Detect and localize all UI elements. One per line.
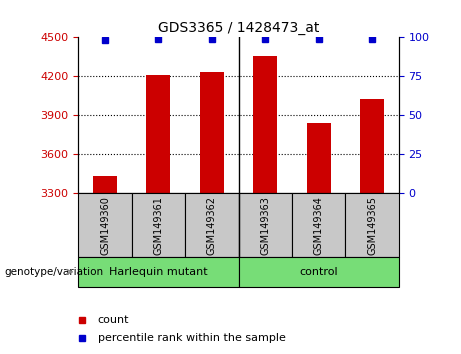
Text: GSM149360: GSM149360	[100, 196, 110, 255]
Bar	[132, 193, 185, 257]
Bar	[200, 72, 224, 193]
Bar	[147, 75, 171, 193]
Bar	[253, 56, 277, 193]
Text: GSM149361: GSM149361	[154, 196, 164, 255]
Bar	[185, 193, 239, 257]
Text: Harlequin mutant: Harlequin mutant	[109, 267, 208, 277]
Bar	[78, 257, 239, 287]
Text: count: count	[98, 315, 129, 325]
Bar	[93, 176, 117, 193]
Text: percentile rank within the sample: percentile rank within the sample	[98, 333, 285, 343]
Text: genotype/variation: genotype/variation	[5, 267, 104, 276]
Bar	[239, 257, 399, 287]
Bar	[307, 123, 331, 193]
Text: GSM149365: GSM149365	[367, 196, 377, 255]
Text: GSM149363: GSM149363	[260, 196, 270, 255]
Title: GDS3365 / 1428473_at: GDS3365 / 1428473_at	[158, 21, 319, 35]
Text: control: control	[299, 267, 338, 277]
Text: GSM149362: GSM149362	[207, 196, 217, 255]
Bar	[239, 193, 292, 257]
Bar	[292, 193, 345, 257]
Text: GSM149364: GSM149364	[313, 196, 324, 255]
Bar	[345, 193, 399, 257]
Bar	[78, 193, 132, 257]
Bar	[360, 99, 384, 193]
